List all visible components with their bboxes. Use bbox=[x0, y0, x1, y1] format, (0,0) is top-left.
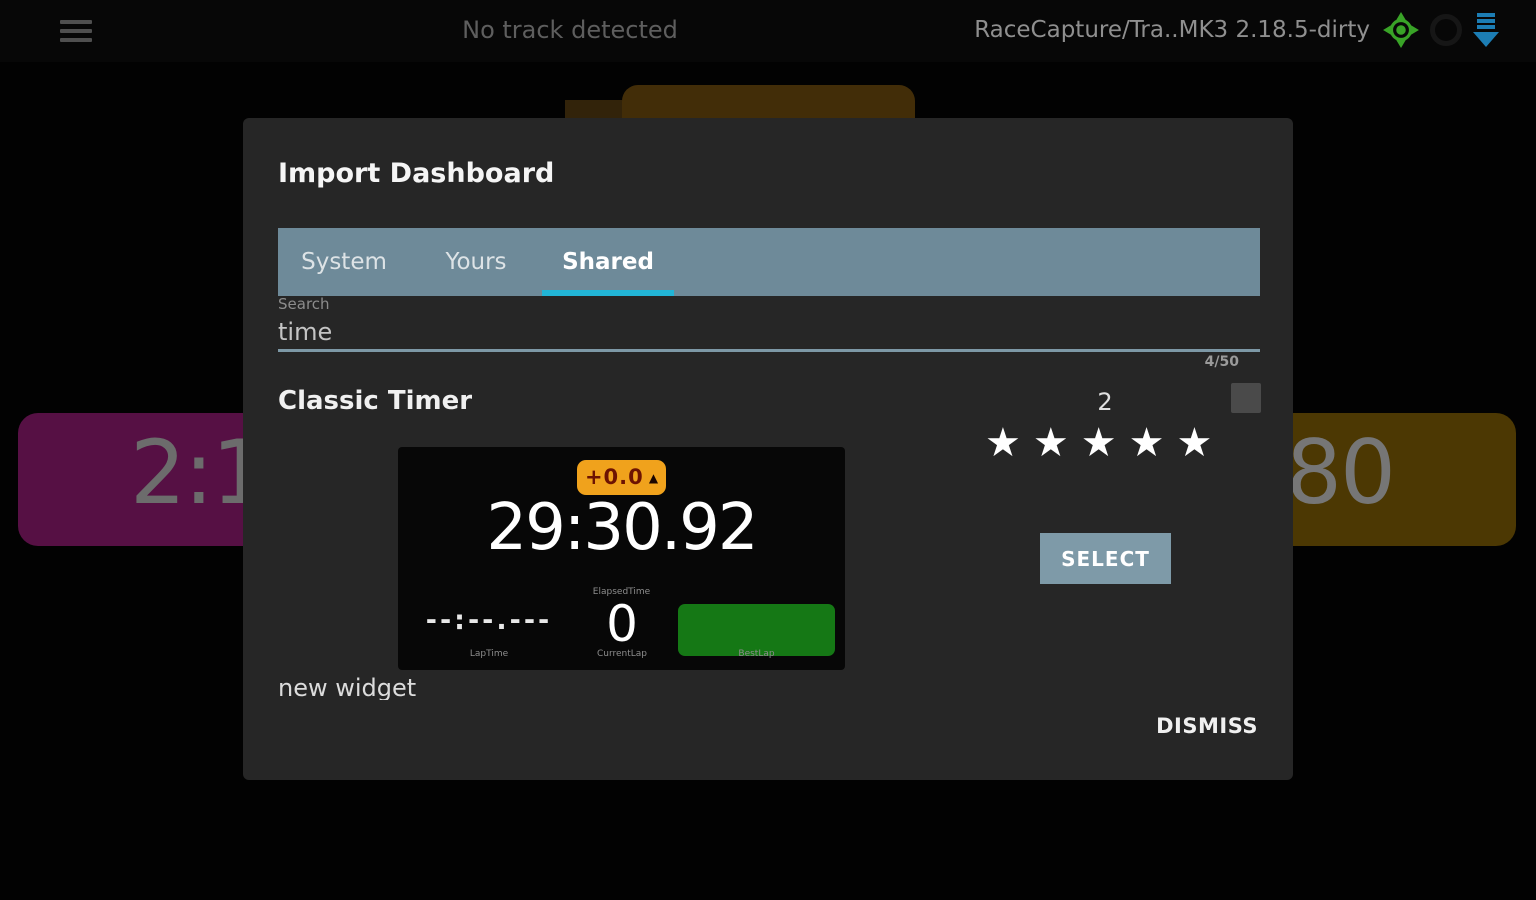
search-input[interactable] bbox=[278, 314, 1260, 352]
tab-shared[interactable]: Shared bbox=[542, 228, 674, 296]
top-bar: No track detected RaceCapture/Tra..MK3 2… bbox=[0, 0, 1536, 62]
dashboard-item-title: Classic Timer bbox=[278, 386, 473, 416]
search-label: Search bbox=[278, 295, 330, 313]
tab-system[interactable]: System bbox=[301, 249, 387, 275]
tab-bar: System Yours Shared bbox=[278, 228, 1260, 296]
tab-yours[interactable]: Yours bbox=[445, 249, 507, 275]
best-lap-label: BestLap bbox=[738, 649, 775, 659]
menu-icon[interactable] bbox=[60, 20, 92, 44]
download-count: 2 bbox=[1097, 388, 1113, 416]
delta-up-icon: ▲ bbox=[648, 471, 659, 485]
lap-time-label: LapTime bbox=[469, 649, 509, 659]
current-lap-value: 0 bbox=[606, 595, 638, 653]
next-item-title: new widget bbox=[278, 674, 417, 700]
import-dashboard-dialog: Import Dashboard System Yours Shared Sea… bbox=[243, 118, 1293, 780]
elapsed-time-value: 29:30.92 bbox=[486, 491, 758, 565]
dashboard-preview-image: +0.0 ▲ 29:30.92 ElapsedTime --:--.--- La… bbox=[398, 447, 845, 670]
bottom-widget-row: Utc 19:20:23 Speed 68.0 SessionTime 3:40… bbox=[0, 800, 1536, 900]
select-button[interactable]: SELECT bbox=[1040, 533, 1171, 584]
delta-value: +0.0 bbox=[584, 465, 644, 489]
best-lap-box bbox=[678, 604, 835, 656]
download-icon[interactable] bbox=[1470, 11, 1502, 55]
dismiss-button[interactable]: DISMISS bbox=[1156, 714, 1258, 738]
lap-time-value: --:--.--- bbox=[425, 605, 553, 636]
item-checkbox[interactable] bbox=[1231, 383, 1261, 413]
current-lap-label: CurrentLap bbox=[596, 649, 648, 659]
device-firmware-label: RaceCapture/Tra..MK3 2.18.5-dirty bbox=[974, 17, 1370, 43]
dialog-title: Import Dashboard bbox=[278, 158, 555, 189]
gps-target-icon bbox=[1382, 11, 1420, 53]
rating-stars: ★★★★★ bbox=[985, 420, 1225, 466]
right-gauge-value: 80 bbox=[1286, 421, 1396, 524]
background-widget-fragment bbox=[622, 85, 915, 122]
track-status-text: No track detected bbox=[462, 16, 678, 44]
result-count: 4/50 bbox=[1204, 354, 1239, 370]
background-widget-fragment bbox=[565, 100, 622, 122]
telemetry-status-icon bbox=[1430, 14, 1462, 46]
delta-badge: +0.0 ▲ bbox=[577, 460, 666, 495]
elapsed-time-label: ElapsedTime bbox=[592, 587, 651, 597]
